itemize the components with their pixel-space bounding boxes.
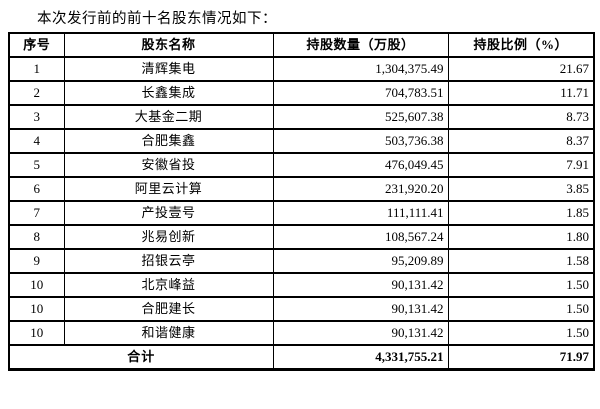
rank-cell: 10 [8, 296, 65, 322]
share-ratio-cell: 7.91 [447, 152, 595, 178]
shares-held-cell: 108,567.24 [272, 224, 449, 250]
rank-cell: 4 [8, 128, 65, 154]
rank-cell: 1 [8, 56, 65, 82]
shareholder-name-cell: 产投壹号 [63, 200, 274, 226]
table-row: 7 产投壹号 111,111.41 1.85 [8, 200, 595, 226]
shares-held-cell: 90,131.42 [272, 296, 449, 322]
share-ratio-cell: 1.58 [447, 248, 595, 274]
share-ratio-cell: 1.50 [447, 296, 595, 322]
rank-cell: 3 [8, 104, 65, 130]
shareholder-name-cell: 合肥集鑫 [63, 128, 274, 154]
share-ratio-cell: 1.85 [447, 200, 595, 226]
shareholder-name-cell: 长鑫集成 [63, 80, 274, 106]
rank-cell: 5 [8, 152, 65, 178]
shareholder-name-cell: 大基金二期 [63, 104, 274, 130]
total-label-cell: 合计 [8, 344, 274, 371]
shares-held-cell: 231,920.20 [272, 176, 449, 202]
rank-cell: 2 [8, 80, 65, 106]
shares-held-cell: 704,783.51 [272, 80, 449, 106]
share-ratio-cell: 8.37 [447, 128, 595, 154]
table-total-row: 合计 4,331,755.21 71.97 [8, 344, 595, 371]
shareholder-name-cell: 安徽省投 [63, 152, 274, 178]
table-row: 6 阿里云计算 231,920.20 3.85 [8, 176, 595, 202]
table-row: 10 合肥建长 90,131.42 1.50 [8, 296, 595, 322]
total-shares-cell: 4,331,755.21 [272, 344, 449, 371]
shareholders-table: 序号 股东名称 持股数量（万股） 持股比例（%） 1 清辉集电 1,304,37… [8, 32, 595, 371]
table-row: 5 安徽省投 476,049.45 7.91 [8, 152, 595, 178]
table-header-row: 序号 股东名称 持股数量（万股） 持股比例（%） [8, 32, 595, 58]
share-ratio-cell: 8.73 [447, 104, 595, 130]
shares-held-cell: 476,049.45 [272, 152, 449, 178]
shares-held-cell: 90,131.42 [272, 272, 449, 298]
share-ratio-cell: 1.50 [447, 272, 595, 298]
table-row: 9 招银云亭 95,209.89 1.58 [8, 248, 595, 274]
shareholder-name-cell: 北京峰益 [63, 272, 274, 298]
shares-held-cell: 95,209.89 [272, 248, 449, 274]
share-ratio-cell: 11.71 [447, 80, 595, 106]
rank-cell: 8 [8, 224, 65, 250]
table-row: 10 北京峰益 90,131.42 1.50 [8, 272, 595, 298]
table-row: 1 清辉集电 1,304,375.49 21.67 [8, 56, 595, 82]
shares-held-cell: 1,304,375.49 [272, 56, 449, 82]
table-row: 8 兆易创新 108,567.24 1.80 [8, 224, 595, 250]
shareholder-name-cell: 合肥建长 [63, 296, 274, 322]
share-ratio-cell: 21.67 [447, 56, 595, 82]
shares-held-cell: 503,736.38 [272, 128, 449, 154]
rank-cell: 6 [8, 176, 65, 202]
rank-cell: 10 [8, 320, 65, 346]
shareholder-name-cell: 招银云亭 [63, 248, 274, 274]
shares-held-cell: 111,111.41 [272, 200, 449, 226]
shares-held-cell: 90,131.42 [272, 320, 449, 346]
rank-cell: 7 [8, 200, 65, 226]
page-title: 本次发行前的前十名股东情况如下： [37, 11, 277, 27]
rank-cell: 9 [8, 248, 65, 274]
table-row: 3 大基金二期 525,607.38 8.73 [8, 104, 595, 130]
table-row: 10 和谐健康 90,131.42 1.50 [8, 320, 595, 346]
table-row: 4 合肥集鑫 503,736.38 8.37 [8, 128, 595, 154]
shareholder-name-cell: 清辉集电 [63, 56, 274, 82]
share-ratio-cell: 1.80 [447, 224, 595, 250]
header-shares-held: 持股数量（万股） [272, 32, 449, 58]
shareholder-name-cell: 和谐健康 [63, 320, 274, 346]
table-row: 2 长鑫集成 704,783.51 11.71 [8, 80, 595, 106]
header-rank: 序号 [8, 32, 65, 58]
total-ratio-cell: 71.97 [447, 344, 595, 371]
header-shareholder-name: 股东名称 [63, 32, 274, 58]
rank-cell: 10 [8, 272, 65, 298]
shareholder-name-cell: 阿里云计算 [63, 176, 274, 202]
shares-held-cell: 525,607.38 [272, 104, 449, 130]
shareholder-name-cell: 兆易创新 [63, 224, 274, 250]
share-ratio-cell: 3.85 [447, 176, 595, 202]
header-share-ratio: 持股比例（%） [447, 32, 595, 58]
share-ratio-cell: 1.50 [447, 320, 595, 346]
